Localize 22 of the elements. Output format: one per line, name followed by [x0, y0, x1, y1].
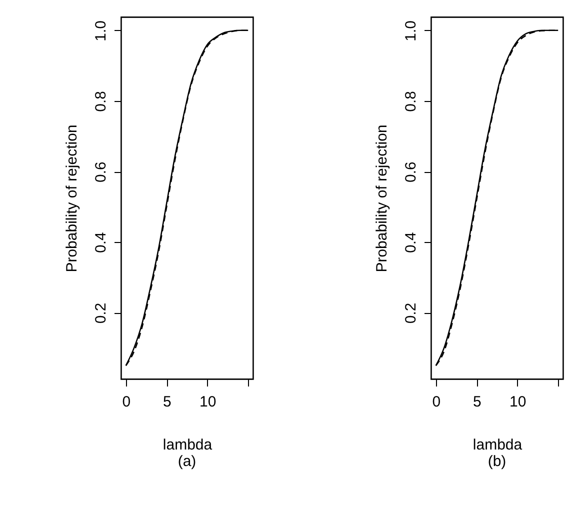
y-axis-title: Probability of rejection: [374, 124, 390, 272]
y-axis-title: Probability of rejection: [64, 124, 80, 272]
x-tick-label: 5: [162, 394, 172, 410]
y-tick-label: 0.8: [402, 91, 420, 112]
x-tick-label: 0: [122, 394, 131, 410]
text: (a): [178, 453, 196, 470]
y-tick-label: 1.0: [92, 20, 110, 42]
y-tick-label: 0.4: [92, 232, 110, 254]
x-tick-label: 0: [432, 394, 441, 410]
y-tick-label: 0.2: [92, 302, 110, 324]
y-tick-label: 0.8: [92, 91, 110, 112]
y-tick-label: 1.0: [402, 20, 420, 42]
y-tick-label: 0.2: [402, 302, 420, 324]
x-tick-label: 10: [200, 394, 216, 410]
y-tick-label: 0.4: [402, 232, 420, 254]
x-tick-label: 10: [510, 394, 526, 410]
y-tick-label: 0.6: [92, 162, 110, 182]
x-axis-title: lambda: [162, 436, 213, 454]
text: (b): [488, 453, 506, 470]
y-tick-label: 0.6: [402, 162, 420, 182]
x-axis-title: lambda: [472, 436, 523, 454]
x-tick-label: 5: [472, 394, 482, 410]
